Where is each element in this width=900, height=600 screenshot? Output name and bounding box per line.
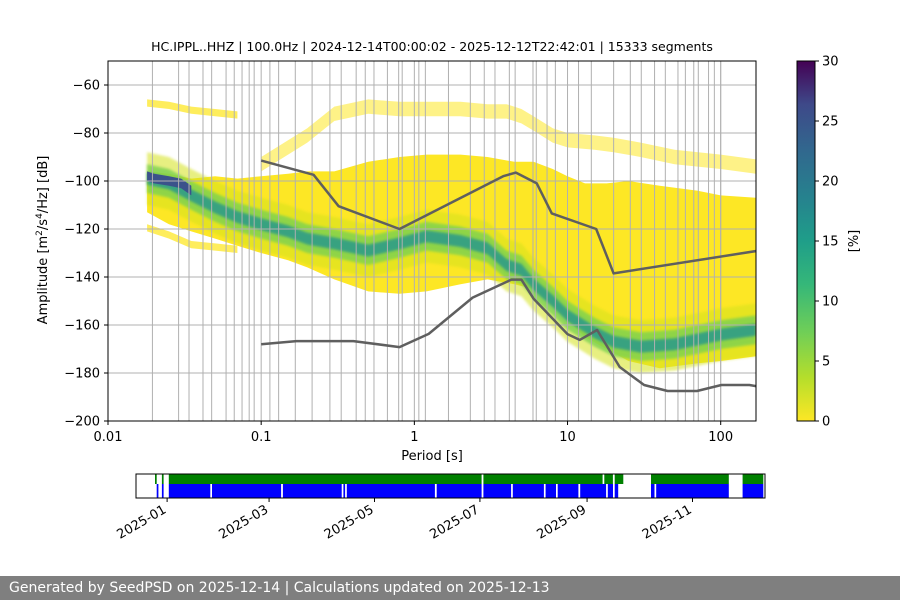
- colorbar-tick-label: 5: [822, 355, 830, 370]
- density-halo: [147, 152, 756, 373]
- timeline-blue-segment: [580, 484, 607, 498]
- timeline-blue-segment: [161, 484, 164, 498]
- density-core: [147, 172, 756, 353]
- timeline-green-segment: [168, 474, 482, 484]
- timeline-blue-segment: [607, 484, 613, 498]
- colorbar-tick-label: 25: [822, 115, 839, 130]
- sparse-upper-stub: [147, 99, 238, 119]
- timeline-tick-label: 2025-07: [427, 502, 482, 542]
- timeline-green-segments: [155, 474, 764, 484]
- chart-title: HC.IPPL..HHZ | 100.0Hz | 2024-12-14T00:0…: [151, 39, 713, 54]
- colorbar-tick-label: 0: [822, 415, 830, 430]
- colorbar-tick-label: 10: [822, 295, 839, 310]
- y-label-sup-1: 2: [35, 230, 45, 236]
- x-tick-label: 0.1: [251, 430, 272, 445]
- y-tick-label: −100: [64, 175, 100, 190]
- nlnm-line: [261, 278, 756, 393]
- noise-model-curves: [260, 159, 756, 393]
- figure: HC.IPPL..HHZ | 100.0Hz | 2024-12-14T00:0…: [35, 39, 862, 543]
- colorbar-tick-label: 30: [822, 55, 839, 70]
- timeline-green-segment: [483, 474, 603, 484]
- y-tick-label: −180: [64, 367, 100, 382]
- timeline-blue-segment: [614, 484, 619, 498]
- sparse-lower-stub: [147, 224, 238, 253]
- timeline-blue-segment: [212, 484, 282, 498]
- density-peak: [147, 171, 192, 196]
- timeline-ticks: 2025-01 2025-03 2025-05 2025-07 2025-09 2025-…: [115, 498, 695, 543]
- y-tick-label: −140: [64, 271, 100, 286]
- timeline-blue-segment: [346, 484, 435, 498]
- colorbar-gradient: [796, 60, 816, 422]
- timeline-tick-label: 2025-05: [322, 502, 377, 542]
- colorbar: 0 5 10 15 20 25 30 [%]: [796, 55, 862, 430]
- timeline-blue-segment: [282, 484, 342, 498]
- timeline-blue-segment: [651, 484, 655, 498]
- y-axis-label: Amplitude [m2/s4/Hz] [dB]: [35, 156, 51, 325]
- timeline-green-segment: [651, 474, 729, 484]
- timeline-blue-segment: [436, 484, 482, 498]
- x-axis-ticks: 0.01 0.1 1 10 100: [94, 421, 733, 445]
- y-tick-label: −160: [64, 319, 100, 334]
- y-axis-ticks: −60 −80 −100 −120 −140 −160 −180 −200: [64, 79, 108, 430]
- y-tick-label: −200: [64, 415, 100, 430]
- y-label-part-2: /s: [36, 219, 51, 230]
- timeline-blue-segment: [512, 484, 544, 498]
- y-tick-label: −60: [73, 79, 100, 94]
- timeline-green-segment: [604, 474, 613, 484]
- data-availability-timeline: 2025-01 2025-03 2025-05 2025-07 2025-09 2025-…: [115, 473, 766, 543]
- timeline-blue-segment: [343, 484, 346, 498]
- timeline-green-segment: [742, 474, 764, 484]
- x-tick-label: 10: [559, 430, 576, 445]
- timeline-tick-label: 2025-03: [217, 502, 272, 542]
- colorbar-ticks: 0 5 10 15 20 25 30: [815, 55, 839, 430]
- timeline-tick-label: 2025-11: [640, 502, 695, 542]
- colorbar-tick-label: 20: [822, 175, 839, 190]
- timeline-blue-segment: [545, 484, 556, 498]
- footer-bar: Generated by SeedPSD on 2025-12-14 | Cal…: [0, 576, 900, 600]
- timeline-blue-segment: [656, 484, 729, 498]
- y-label-part-1: Amplitude [m: [36, 236, 51, 325]
- timeline-green-segment: [161, 474, 164, 484]
- psd-plot-area: 0.01 0.1 1 10 100 −60 −80 −100 −120 −140 −160 −180…: [64, 60, 757, 445]
- x-tick-label: 1: [410, 430, 418, 445]
- x-tick-label: 0.01: [94, 430, 123, 445]
- plot-frame: [107, 60, 757, 422]
- x-axis-label: Period [s]: [401, 449, 463, 464]
- nhnm-line: [260, 159, 756, 275]
- timeline-blue-segment: [483, 484, 512, 498]
- sparse-upper-band: [261, 99, 756, 174]
- timeline-blue-segments: [156, 484, 764, 498]
- timeline-green-segment: [614, 474, 624, 484]
- timeline-blue-segment: [742, 484, 764, 498]
- grid-lines: [108, 61, 756, 421]
- timeline-frame: [135, 473, 766, 499]
- y-tick-label: −120: [64, 223, 100, 238]
- colorbar-tick-label: 15: [822, 235, 839, 250]
- y-label-sup-2: 4: [35, 213, 45, 219]
- y-label-part-3: /Hz] [dB]: [36, 156, 51, 214]
- timeline-blue-segment: [156, 484, 159, 498]
- footer-text: Generated by SeedPSD on 2025-12-14 | Cal…: [9, 580, 550, 596]
- density-heatmap: [147, 99, 756, 373]
- x-tick-label: 100: [708, 430, 733, 445]
- timeline-blue-segment: [557, 484, 579, 498]
- timeline-tick-label: 2025-09: [535, 502, 590, 542]
- timeline-blue-segment: [168, 484, 211, 498]
- colorbar-label: [%]: [847, 230, 862, 253]
- y-tick-label: −80: [73, 127, 100, 142]
- timeline-green-segment: [155, 474, 157, 484]
- timeline-tick-label: 2025-01: [115, 502, 170, 542]
